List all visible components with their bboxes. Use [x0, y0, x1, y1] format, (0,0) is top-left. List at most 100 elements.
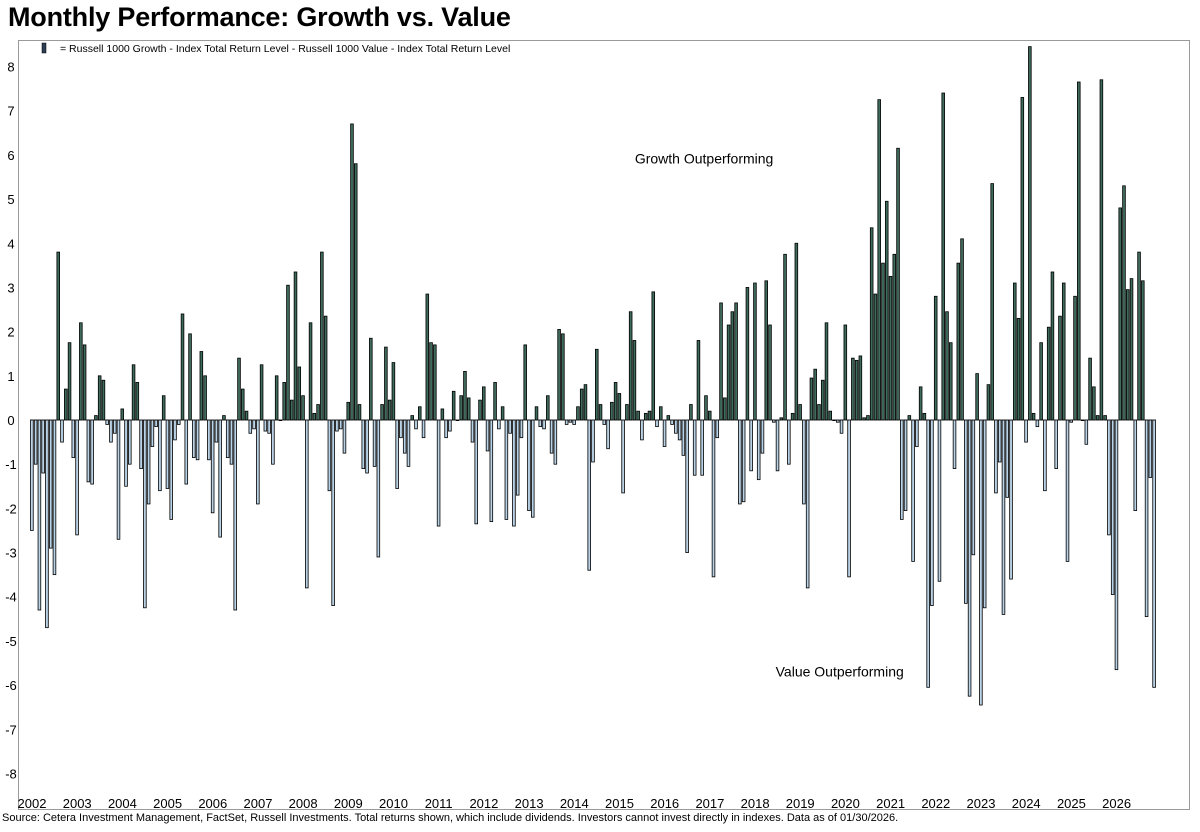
y-tick-label: -5 — [5, 634, 17, 649]
bar-growth — [1013, 282, 1017, 421]
y-tick-label: 5 — [7, 192, 14, 207]
bar-growth — [1099, 79, 1104, 421]
bar-growth — [579, 388, 584, 421]
bar-value — [376, 419, 381, 558]
bar-value — [504, 419, 509, 520]
x-tick-label: 2026 — [1102, 796, 1131, 811]
bar-value — [399, 419, 403, 439]
bar-growth — [881, 262, 885, 421]
bar-value — [436, 419, 441, 527]
bar-value — [406, 419, 411, 467]
bar-growth — [64, 388, 68, 421]
bar-value — [41, 419, 45, 474]
bar-value — [967, 419, 972, 697]
bar-value — [982, 419, 987, 609]
x-tick-label: 2012 — [469, 796, 498, 811]
bar-growth — [244, 410, 249, 421]
bar-value — [146, 419, 151, 505]
bar-growth — [828, 410, 833, 421]
bar-growth — [689, 404, 693, 421]
bar-value — [470, 419, 475, 443]
bar-value — [263, 419, 268, 432]
x-tick-label: 2014 — [560, 796, 589, 811]
bar-growth — [613, 382, 618, 421]
bar-value — [572, 419, 576, 425]
bar-growth — [433, 344, 437, 421]
x-tick-label: 2011 — [425, 796, 453, 811]
bar-growth — [824, 322, 829, 421]
bar-growth — [297, 366, 302, 421]
bar-growth — [851, 357, 855, 421]
bar-value — [1114, 419, 1119, 671]
bar-growth — [820, 379, 825, 421]
bar-growth — [79, 322, 83, 421]
bar-growth — [1088, 357, 1092, 421]
bar-growth — [1073, 295, 1077, 421]
bar-growth — [809, 377, 814, 421]
y-tick-label: 1 — [7, 369, 14, 384]
bar-value — [86, 419, 91, 483]
bar-value — [1152, 419, 1156, 688]
bar-growth — [131, 364, 136, 421]
chart-frame — [18, 40, 1190, 810]
bar-value — [365, 419, 369, 474]
bar-value — [700, 419, 704, 476]
chart-title: Monthly Performance: Growth vs. Value — [8, 2, 511, 32]
bar-growth — [410, 415, 414, 421]
bar-value — [930, 419, 934, 606]
bar-value — [267, 419, 271, 434]
x-tick-label: 2018 — [741, 796, 770, 811]
bar-growth — [523, 344, 527, 421]
bar-value — [248, 419, 253, 434]
bar-value — [448, 419, 452, 432]
bar-growth — [1039, 342, 1043, 421]
bar-value — [109, 419, 113, 443]
x-tick-label: 2008 — [289, 796, 318, 811]
y-tick-label: 7 — [7, 104, 14, 119]
bar-value — [1144, 419, 1149, 618]
annotation-value: Value Outperforming — [776, 663, 904, 679]
y-tick-label: -7 — [5, 722, 17, 737]
x-tick-label: 2016 — [650, 796, 679, 811]
bar-growth — [94, 415, 98, 421]
bar-growth — [323, 315, 328, 421]
bar-value — [602, 419, 607, 425]
bar-growth — [222, 415, 226, 421]
bar-growth — [387, 399, 392, 421]
bar-value — [805, 419, 810, 589]
bar-value — [655, 419, 659, 428]
bar-value — [37, 419, 42, 611]
source-note: Source: Cetera Investment Management, Fa… — [2, 812, 899, 824]
bar-growth — [1020, 97, 1025, 421]
bar-growth — [956, 262, 961, 421]
bar-growth — [120, 408, 125, 421]
bar-growth — [583, 384, 588, 421]
bar-growth — [451, 390, 456, 421]
y-tick-label: -6 — [5, 678, 17, 693]
bar-value — [847, 419, 851, 578]
bar-growth — [418, 406, 422, 421]
bar-growth — [353, 163, 358, 421]
bar-value — [681, 419, 686, 456]
bar-value — [926, 419, 930, 688]
bar-growth — [188, 333, 192, 421]
bar-growth — [1122, 185, 1126, 421]
x-tick-label: 2006 — [198, 796, 227, 811]
bar-value — [327, 419, 332, 492]
bar-growth — [764, 280, 768, 421]
x-tick-label: 2010 — [379, 796, 408, 811]
bar-value — [1035, 419, 1040, 428]
bar-value — [564, 419, 569, 425]
bar-growth — [817, 404, 821, 421]
bar-growth — [546, 395, 550, 421]
bar-growth — [466, 397, 471, 421]
y-tick-label: -8 — [5, 766, 17, 781]
x-tick-label: 2002 — [18, 796, 47, 811]
bar-growth — [493, 382, 497, 421]
bar-growth — [180, 313, 185, 421]
bar-growth — [888, 275, 893, 421]
bar-growth — [482, 386, 486, 421]
bar-value — [677, 419, 682, 441]
bar-growth — [459, 395, 463, 421]
